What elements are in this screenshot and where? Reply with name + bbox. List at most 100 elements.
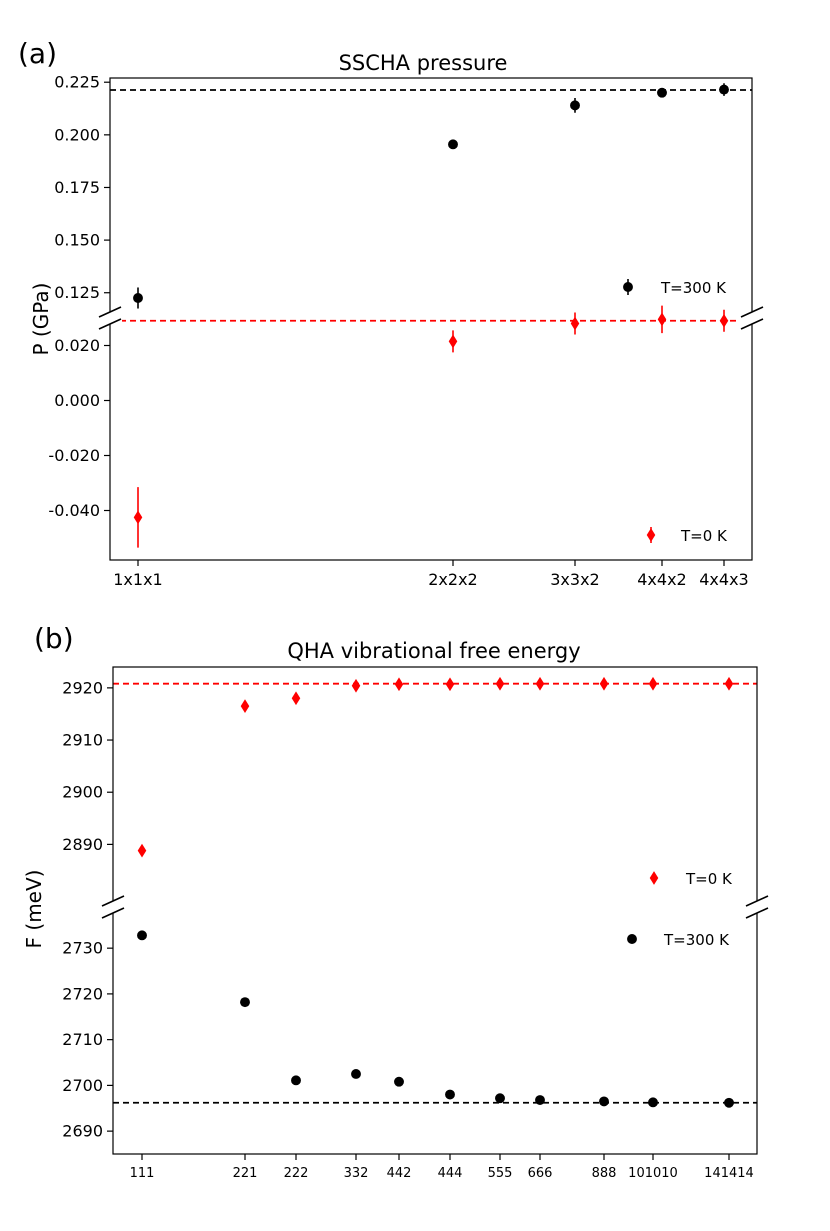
panel-label: (b): [34, 622, 74, 655]
data-point: [394, 1076, 404, 1087]
x-tick-label: 141414: [704, 1166, 754, 1181]
y-tick-label-upper: 2900: [62, 783, 103, 802]
y-tick-label-upper: 2890: [62, 835, 103, 854]
y-tick-label-upper: 0.200: [54, 125, 100, 144]
data-point: [724, 1097, 734, 1108]
legend-label: T=0 K: [680, 527, 728, 545]
data-point: [394, 677, 404, 692]
data-point: [719, 313, 729, 328]
axis-break-right: [740, 306, 764, 330]
panel-a-sscha-pressure: (a) SSCHA pressure P (GPa) 0.125 0.150 0.175 0…: [18, 37, 764, 589]
axis-break-gap: [101, 901, 125, 913]
axis-break-slash-lower: [740, 318, 764, 330]
axis-break-slash-upper: [98, 306, 122, 318]
axis-break-slash-lower: [101, 907, 125, 919]
x-tick-label: 3x3x2: [550, 570, 599, 589]
x-tick-label: 222: [284, 1166, 309, 1181]
data-point: [648, 1097, 658, 1108]
data-point: [291, 1075, 301, 1086]
data-point: [133, 510, 143, 525]
legend-label: T=0 K: [685, 870, 733, 888]
data-point: [448, 139, 458, 150]
data-point: [445, 1089, 455, 1100]
y-tick-label-upper: 0.225: [54, 73, 100, 92]
axis-break-slash-lower: [745, 907, 769, 919]
axis-break-right: [745, 895, 769, 919]
data-point: [719, 84, 729, 95]
data-point: [351, 678, 361, 693]
x-tick-label: 555: [488, 1166, 513, 1181]
x-tick-label: 444: [438, 1166, 463, 1181]
x-tick-label: 888: [592, 1166, 617, 1181]
y-tick-label-lower: 2690: [62, 1122, 103, 1141]
data-point: [570, 100, 580, 111]
y-tick-label-lower: 2710: [62, 1030, 103, 1049]
x-tick-label: 4x4x3: [699, 570, 748, 589]
legend-marker: [623, 282, 633, 292]
y-tick-label-lower: -0.020: [48, 446, 100, 465]
x-tick-label: 1x1x1: [113, 570, 162, 589]
axis-break-left: [98, 306, 122, 330]
x-tick-label: 442: [387, 1166, 412, 1181]
y-tick-label-upper: 0.125: [54, 283, 100, 302]
data-point: [137, 843, 147, 858]
data-point: [724, 676, 734, 691]
legend-marker: [646, 528, 656, 542]
y-axis-label: P (GPa): [29, 283, 53, 356]
plot-frame: [109, 77, 753, 561]
data-point: [291, 691, 301, 706]
y-tick-label-upper: 2910: [62, 731, 103, 750]
y-tick-label-lower: -0.040: [48, 501, 100, 520]
legend-label: T=300 K: [663, 931, 730, 949]
panel-label: (a): [18, 37, 57, 70]
y-tick-label-lower: 0.020: [54, 336, 100, 355]
data-point: [137, 930, 147, 941]
panel-b-qha-free-energy: (b) QHA vibrational free energy F (meV) 289…: [22, 622, 769, 1181]
data-point: [495, 676, 505, 691]
x-tick-label: 666: [528, 1166, 553, 1181]
x-tick-label: 332: [344, 1166, 369, 1181]
data-point: [657, 312, 667, 327]
y-tick-label-lower: 2700: [62, 1076, 103, 1095]
x-tick-label: 111: [130, 1166, 155, 1181]
chart-title: QHA vibrational free energy: [287, 639, 580, 663]
x-tick-label: 221: [233, 1166, 258, 1181]
chart-title: SSCHA pressure: [339, 51, 508, 75]
legend-marker: [649, 871, 659, 885]
data-point: [495, 1093, 505, 1104]
plot-frame: [112, 666, 758, 1155]
data-point: [448, 334, 458, 349]
data-point: [599, 1096, 609, 1107]
axis-break-slash-upper: [745, 895, 769, 907]
y-tick-label-lower: 2730: [62, 939, 103, 958]
axis-break-gap: [745, 901, 769, 913]
data-point: [535, 676, 545, 691]
data-point: [240, 699, 250, 714]
axis-break-slash-upper: [101, 895, 125, 907]
data-point: [599, 676, 609, 691]
axis-break-gap: [740, 312, 764, 324]
data-point: [133, 293, 143, 303]
axis-break-slash-upper: [740, 306, 764, 318]
axis-break-gap: [98, 312, 122, 324]
y-tick-label-upper: 0.175: [54, 178, 100, 197]
data-point: [445, 677, 455, 692]
x-tick-label: 4x4x2: [637, 570, 686, 589]
data-point: [648, 676, 658, 691]
legend-label: T=300 K: [660, 279, 727, 297]
y-axis-label: F (meV): [22, 870, 46, 949]
axis-break-left: [101, 895, 125, 919]
y-tick-label-upper: 2920: [62, 678, 103, 697]
x-tick-label: 101010: [628, 1166, 678, 1181]
y-tick-label-lower: 0.000: [54, 391, 100, 410]
data-point: [535, 1095, 545, 1105]
y-tick-label-upper: 0.150: [54, 231, 100, 250]
legend-marker: [627, 934, 637, 944]
y-tick-label-lower: 2720: [62, 984, 103, 1003]
data-point: [351, 1069, 361, 1079]
data-point: [570, 316, 580, 331]
data-point: [657, 87, 667, 98]
axis-break-slash-lower: [98, 318, 122, 330]
data-point: [240, 997, 250, 1008]
